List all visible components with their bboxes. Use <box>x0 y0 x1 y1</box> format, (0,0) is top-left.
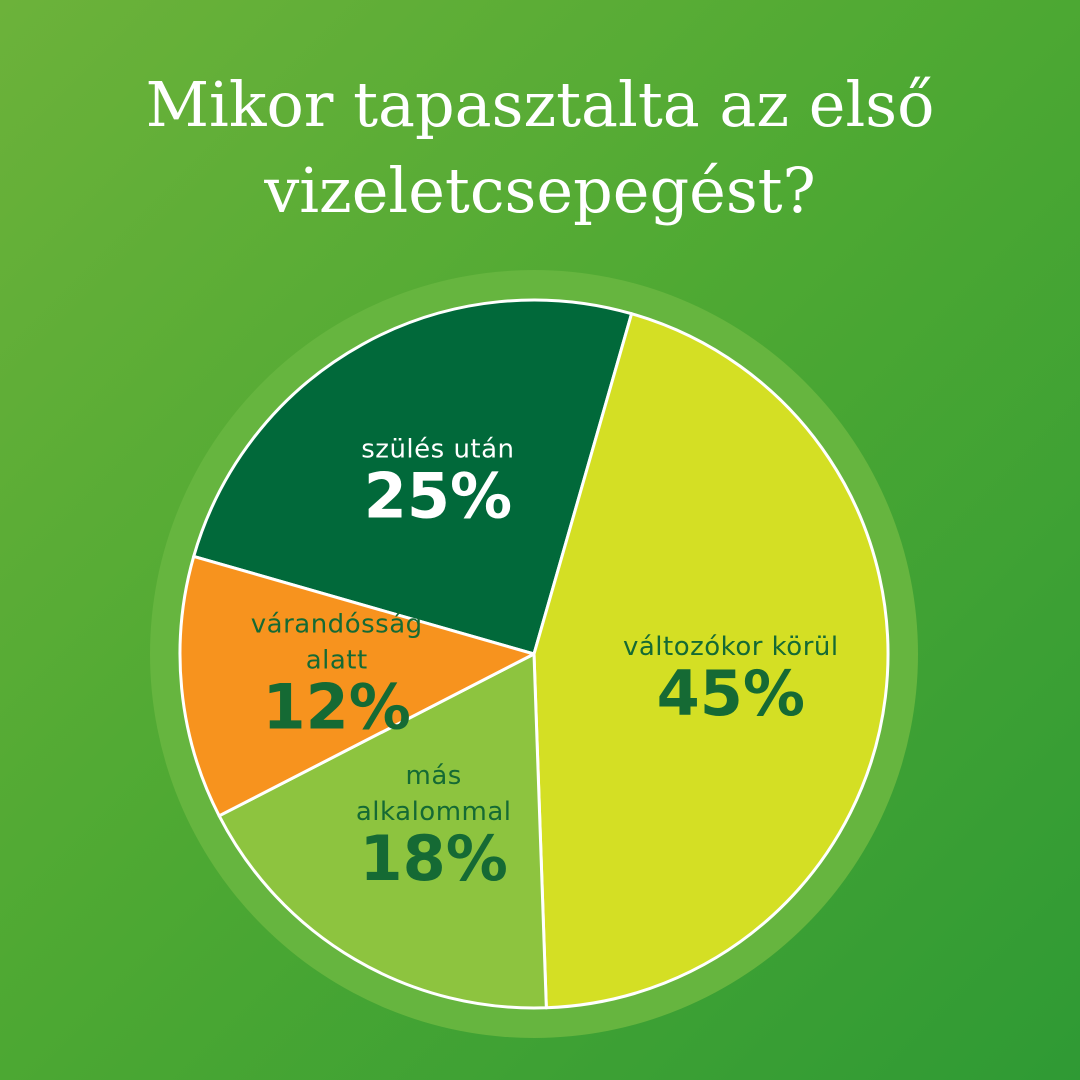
slice-label-text: más <box>406 761 462 791</box>
slice-percent-label: 12% <box>262 670 410 743</box>
pie-slices <box>178 298 890 1010</box>
slice-percent-label: 18% <box>359 822 507 895</box>
pie-slice-valtozokor-korul <box>532 312 890 1010</box>
pie-slice-varandossag-alatt <box>178 554 536 818</box>
slice-label-text: szülés után <box>361 435 514 465</box>
pie-slice-mas-alkalommal <box>217 652 548 1010</box>
slice-label-text: várandósság <box>251 609 423 639</box>
slice-label-text: változókor körül <box>623 632 839 662</box>
slice-percent-label: 45% <box>657 657 805 730</box>
pie-slice-szules-utan <box>192 298 634 656</box>
slice-label-text: alkalommal <box>356 797 512 827</box>
chart-title-line-2: vizeletcsepegést? <box>264 154 816 227</box>
slice-percent-label: 25% <box>364 460 512 533</box>
slice-label-text: alatt <box>306 645 368 675</box>
chart-title: Mikor tapasztalta az első vizeletcsepegé… <box>60 62 1020 234</box>
chart-title-line-1: Mikor tapasztalta az első <box>145 68 935 141</box>
